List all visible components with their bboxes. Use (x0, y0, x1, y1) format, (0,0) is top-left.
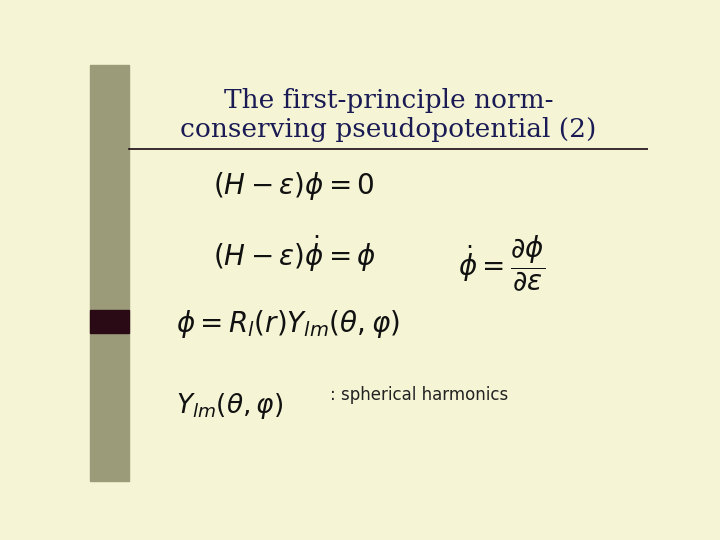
Text: $\dot{\phi}=\dfrac{\partial\phi}{\partial\varepsilon}$: $\dot{\phi}=\dfrac{\partial\phi}{\partia… (459, 233, 545, 294)
Bar (90, 310, 129, 333)
Text: $\phi=R_l(r)Y_{lm}(\theta,\varphi)$: $\phi=R_l(r)Y_{lm}(\theta,\varphi)$ (176, 308, 400, 340)
Text: The first-principle norm-: The first-principle norm- (224, 87, 553, 113)
Bar (90, 65, 129, 481)
Text: conserving pseudopotential (2): conserving pseudopotential (2) (180, 117, 597, 142)
Text: $(H-\varepsilon)\dot{\phi}=\phi$: $(H-\varepsilon)\dot{\phi}=\phi$ (213, 233, 376, 274)
Text: $(H-\varepsilon)\phi=0$: $(H-\varepsilon)\phi=0$ (213, 170, 374, 201)
Text: $Y_{lm}(\theta,\varphi)$: $Y_{lm}(\theta,\varphi)$ (176, 391, 284, 421)
Text: : spherical harmonics: : spherical harmonics (330, 386, 508, 404)
